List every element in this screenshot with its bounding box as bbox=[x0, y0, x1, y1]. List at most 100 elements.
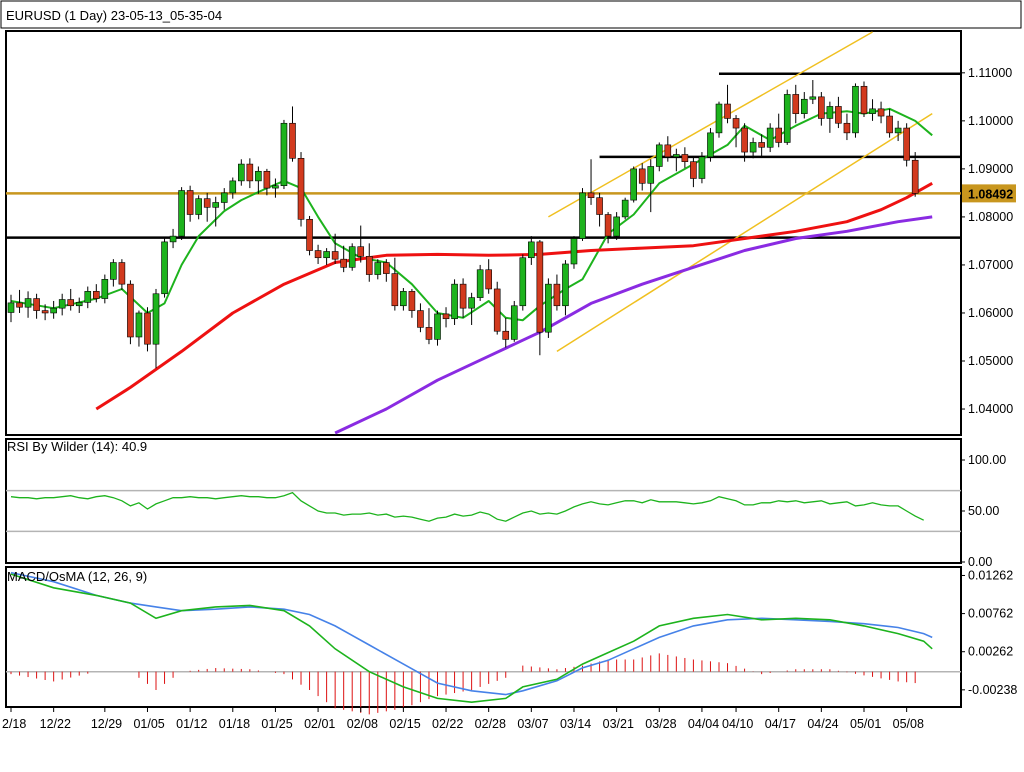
candle-body bbox=[528, 241, 535, 259]
candle-body bbox=[306, 219, 313, 251]
date-tick-label: 03/14 bbox=[560, 717, 591, 731]
price-tick-label: 1.05000 bbox=[968, 354, 1013, 368]
chart-title: EURUSD (1 Day) 23-05-13_05-35-04 bbox=[6, 8, 222, 23]
candle-body bbox=[835, 106, 842, 124]
candle-body bbox=[698, 156, 706, 179]
candle-body bbox=[33, 298, 40, 311]
candle-body bbox=[766, 127, 774, 148]
candle-body bbox=[468, 297, 475, 309]
candle-body bbox=[886, 115, 893, 134]
candle-body bbox=[673, 154, 680, 158]
candle-body bbox=[127, 283, 134, 338]
candle-body bbox=[604, 214, 612, 237]
candle-body bbox=[690, 161, 697, 179]
candle-body bbox=[510, 305, 518, 340]
candle-body bbox=[50, 307, 57, 314]
candle-body bbox=[758, 142, 765, 148]
candle-body bbox=[860, 85, 868, 114]
candle-body bbox=[536, 241, 544, 333]
channel-line bbox=[548, 31, 873, 218]
candle-body bbox=[630, 168, 637, 201]
rsi-tick-label: 0.00 bbox=[968, 555, 992, 569]
candle-body bbox=[152, 293, 160, 345]
candle-body bbox=[664, 144, 672, 158]
date-tick-label: 03/07 bbox=[517, 717, 548, 731]
candle-body bbox=[519, 257, 527, 307]
candle-body bbox=[459, 283, 467, 309]
macd-tick-label: 0.00262 bbox=[968, 645, 1013, 659]
candle-body bbox=[451, 283, 458, 320]
date-tick-label: 03/21 bbox=[603, 717, 634, 731]
candle-body bbox=[331, 251, 339, 260]
date-tick-label: 01/25 bbox=[261, 717, 292, 731]
candle-body bbox=[67, 299, 75, 307]
candle-body bbox=[383, 262, 390, 274]
candle-body bbox=[724, 103, 731, 119]
candle-body bbox=[400, 291, 407, 307]
date-tick-label: 04/10 bbox=[722, 717, 753, 731]
candle-body bbox=[911, 159, 919, 194]
price-tick-label: 1.04000 bbox=[968, 402, 1013, 416]
candle-body bbox=[638, 168, 646, 184]
candle-body bbox=[374, 262, 382, 275]
candle-body bbox=[178, 190, 185, 237]
candle-body bbox=[41, 310, 49, 314]
candle-body bbox=[596, 197, 603, 215]
candle-body bbox=[246, 163, 254, 182]
date-tick-label: 12/29 bbox=[91, 717, 122, 731]
moving-average-line bbox=[10, 107, 933, 322]
candle-body bbox=[263, 170, 271, 189]
candle-body bbox=[348, 246, 356, 268]
candle-body bbox=[655, 144, 663, 167]
candle-body bbox=[238, 163, 245, 182]
macd-title: MACD/OsMA (12, 26, 9) bbox=[7, 569, 147, 584]
candle-body bbox=[562, 263, 569, 307]
candle-body bbox=[425, 327, 433, 340]
price-tick-label: 1.06000 bbox=[968, 306, 1013, 320]
candle-body bbox=[442, 313, 450, 320]
date-tick-label: 01/05 bbox=[133, 717, 164, 731]
candle-body bbox=[323, 251, 330, 259]
candle-body bbox=[809, 96, 817, 100]
macd-panel-frame bbox=[5, 566, 962, 708]
date-tick-label: 02/01 bbox=[304, 717, 335, 731]
candle-body bbox=[16, 302, 23, 308]
candle-body bbox=[783, 94, 791, 143]
candle-body bbox=[24, 298, 32, 308]
candle-body bbox=[280, 122, 288, 186]
date-tick-label: 02/28 bbox=[475, 717, 506, 731]
candle-body bbox=[255, 170, 262, 182]
candle-body bbox=[741, 127, 748, 153]
candle-body bbox=[357, 246, 365, 257]
candle-body bbox=[647, 166, 655, 184]
candle-body bbox=[818, 96, 825, 119]
date-tick-label: 02/08 bbox=[347, 717, 378, 731]
candle-body bbox=[493, 288, 501, 332]
date-tick-label: 04/24 bbox=[807, 717, 838, 731]
date-tick-label: 05/08 bbox=[893, 717, 924, 731]
price-tick-label: 1.10000 bbox=[968, 114, 1013, 128]
candle-body bbox=[110, 262, 117, 280]
candle-body bbox=[579, 192, 586, 239]
candle-body bbox=[229, 180, 237, 194]
candle-body bbox=[365, 255, 373, 275]
candle-body bbox=[144, 312, 151, 345]
candle-body bbox=[195, 198, 202, 215]
date-tick-label: 01/18 bbox=[219, 717, 250, 731]
date-tick-label: 12/22 bbox=[40, 717, 71, 731]
candle-body bbox=[289, 122, 296, 159]
candle-body bbox=[792, 94, 800, 114]
candle-body bbox=[58, 299, 66, 309]
last-price-tag bbox=[962, 184, 1016, 203]
moving-average-line bbox=[95, 181, 933, 411]
candle-body bbox=[75, 302, 83, 307]
candle-body bbox=[732, 118, 740, 129]
candle-body bbox=[391, 273, 399, 307]
candle-body bbox=[613, 216, 620, 237]
date-tick-label: 03/28 bbox=[645, 717, 676, 731]
rsi-line bbox=[10, 491, 924, 522]
candle-body bbox=[553, 283, 561, 307]
date-tick-label: 02/15 bbox=[389, 717, 420, 731]
candle-body bbox=[869, 108, 876, 114]
candle-body bbox=[826, 106, 834, 119]
